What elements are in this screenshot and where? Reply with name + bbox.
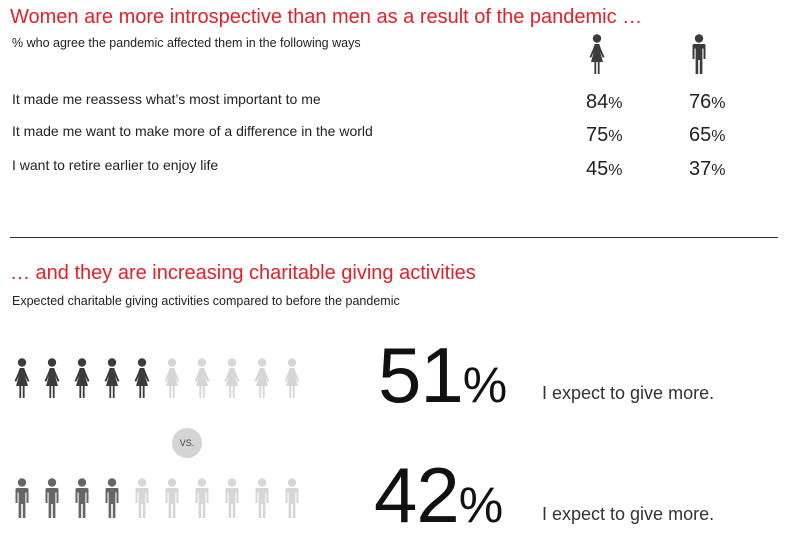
men-percent: 76% [689, 91, 726, 113]
woman-icon-empty [224, 358, 240, 398]
woman-icon-filled [104, 358, 120, 398]
row-label: It made me reassess what’s most importan… [12, 91, 321, 107]
men-percent: 37% [689, 158, 726, 180]
man-icon-empty [225, 478, 239, 518]
women-percent: 75% [586, 124, 623, 146]
men-giving-caption: I expect to give more. [542, 504, 715, 524]
woman-icon-filled [44, 358, 60, 398]
section2-title: … and they are increasing charitable giv… [10, 262, 476, 284]
man-icon-empty [135, 478, 149, 518]
woman-icon-filled [74, 358, 90, 398]
section1-title: Women are more introspective than men as… [10, 6, 643, 28]
man-icon-empty [195, 478, 209, 518]
vs-badge: VS. [172, 428, 202, 458]
man-icon [689, 34, 709, 81]
women-giving-percent: 51% [378, 331, 508, 419]
woman-icon-empty [284, 358, 300, 398]
section1-subtitle: % who agree the pandemic affected them i… [12, 36, 361, 50]
man-icon-empty [165, 478, 179, 518]
row-label: I want to retire earlier to enjoy life [12, 157, 219, 173]
man-icon-filled [15, 478, 29, 518]
women-giving-caption: I expect to give more. [542, 383, 715, 403]
section-divider [10, 237, 778, 238]
men-percent: 65% [689, 124, 726, 146]
woman-icon-empty [164, 358, 180, 398]
men-giving-percent: 42% [374, 451, 504, 539]
man-icon-filled [75, 478, 89, 518]
man-icon-filled [105, 478, 119, 518]
row-label: It made me want to make more of a differ… [12, 123, 373, 139]
woman-icon-empty [254, 358, 270, 398]
women-percent: 45% [586, 158, 623, 180]
women-icon-row [10, 358, 310, 400]
woman-icon-empty [194, 358, 210, 398]
woman-icon [587, 34, 607, 81]
section2-subtitle: Expected charitable giving activities co… [12, 294, 400, 308]
woman-icon-filled [134, 358, 150, 398]
woman-icon-filled [14, 358, 30, 398]
man-icon-filled [45, 478, 59, 518]
women-percent: 84% [586, 91, 623, 113]
man-icon-empty [285, 478, 299, 518]
man-icon-empty [255, 478, 269, 518]
men-icon-row [10, 478, 310, 520]
